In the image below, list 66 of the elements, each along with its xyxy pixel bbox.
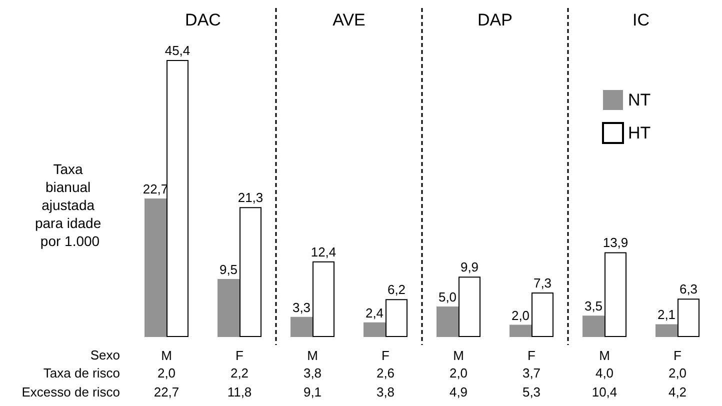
bar	[582, 316, 604, 337]
text: IC	[632, 10, 650, 30]
text: 4,0	[595, 366, 614, 380]
text: Taxa de risco	[43, 366, 120, 380]
text: 2,0	[449, 366, 468, 380]
data-label: 9,9	[460, 260, 479, 275]
data-label: 2,1	[657, 307, 676, 322]
legend-label: HT	[628, 124, 651, 142]
text: 11,8	[227, 384, 252, 400]
text: 4,9	[449, 384, 468, 400]
bar	[436, 306, 458, 337]
bar	[386, 299, 408, 337]
data-label: 2,4	[365, 305, 384, 320]
x-tick-label: M	[161, 348, 172, 363]
text: 3,8	[303, 366, 322, 380]
bar	[240, 207, 262, 337]
bar	[656, 324, 678, 337]
x-tick-label: F	[382, 348, 390, 363]
text: 2,6	[376, 366, 395, 380]
data-label: 12,4	[310, 244, 336, 260]
x-tick-label: M	[453, 348, 464, 363]
text: 10,4	[592, 384, 618, 400]
bar	[678, 298, 700, 337]
data-label: 9,5	[219, 262, 238, 278]
text: 2,2	[230, 366, 249, 380]
bar	[218, 279, 240, 337]
y-axis-title: Taxa bianual ajustada para idade por 1.000	[34, 161, 106, 249]
bar	[312, 261, 334, 337]
text: DAC	[185, 10, 221, 30]
text: Sexo	[90, 348, 120, 362]
text: 22,7	[154, 384, 180, 400]
data-label: 6,2	[387, 282, 406, 298]
legend-label: NT	[628, 90, 651, 110]
data-label: 7,3	[533, 275, 552, 290]
text: AVE	[332, 10, 366, 30]
bar	[364, 322, 386, 337]
data-label: 13,9	[602, 235, 628, 250]
x-tick-label: F	[528, 348, 536, 363]
text: 5,3	[522, 384, 541, 400]
data-label: 2,0	[511, 308, 530, 323]
text: 2,0	[157, 366, 176, 380]
text: 4,2	[668, 384, 687, 400]
bar	[604, 252, 626, 337]
data-label: 3,3	[292, 300, 311, 315]
bar	[166, 60, 188, 337]
data-label: 21,3	[238, 190, 264, 206]
bar	[458, 276, 480, 337]
data-label: 5,0	[438, 290, 457, 304]
x-tick-label: F	[236, 348, 244, 363]
text: 3,7	[522, 366, 541, 380]
x-tick-label: F	[674, 348, 682, 363]
bar	[532, 292, 554, 337]
bar	[290, 316, 312, 337]
text: 3,8	[376, 384, 395, 400]
x-tick-label: M	[307, 348, 318, 363]
text: Excesso de risco	[22, 384, 120, 400]
data-label: 6,3	[679, 282, 698, 297]
text: DAP	[478, 10, 512, 30]
data-label: 45,4	[164, 43, 190, 58]
bar	[510, 324, 532, 337]
data-label: 3,5	[584, 298, 603, 314]
x-tick-label: M	[599, 348, 610, 363]
text: 9,1	[303, 384, 322, 400]
text: 2,0	[668, 366, 687, 380]
bar	[144, 198, 166, 337]
data-label: 22,7	[142, 182, 168, 197]
